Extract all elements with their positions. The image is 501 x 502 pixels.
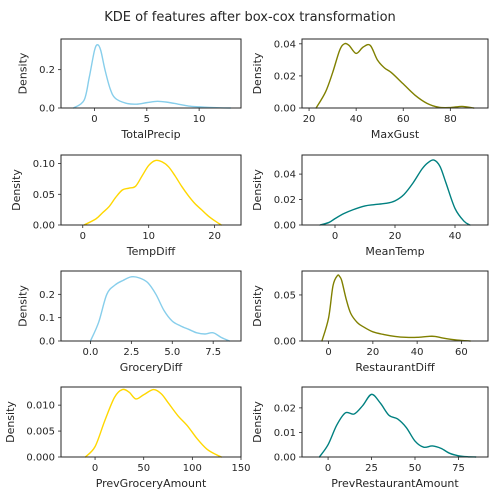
axes-frame <box>61 39 241 108</box>
x-tick-label: 40 <box>411 347 424 358</box>
x-tick-label: 5.0 <box>164 347 180 358</box>
y-tick-label: 0.00 <box>274 104 296 115</box>
y-axis-label: Density <box>251 169 264 211</box>
x-tick-label: 80 <box>444 114 457 125</box>
kde-curve <box>74 45 231 108</box>
x-tick-label: 50 <box>137 463 150 474</box>
y-tick-label: 0.00 <box>33 221 55 232</box>
y-tick-label: 0.00 <box>274 337 296 348</box>
subplot-1: 0 5 10 0.0 0.2 TotalPrecip Density <box>16 39 241 141</box>
x-axis-label: TempDiff <box>126 245 176 258</box>
y-axis-label: Density <box>251 401 264 443</box>
axes-frame <box>61 155 241 225</box>
x-tick-label: 20 <box>208 231 221 242</box>
y-axis-label: Density <box>10 169 23 211</box>
y-tick-label: 0.02 <box>274 403 296 414</box>
x-tick-label: 20 <box>303 114 316 125</box>
subplot-6: 0 20 40 60 0.00 0.05 RestaurantDiff Density <box>251 271 488 374</box>
axes-frame <box>302 155 488 225</box>
axes-frame <box>302 39 488 108</box>
y-tick-label: 0.00 <box>274 221 296 232</box>
x-tick-label: 0 <box>80 231 86 242</box>
subplot-5: 0.0 2.5 5.0 7.5 0.0 0.1 0.2 GroceryDiff Density <box>16 271 241 374</box>
y-tick-label: 0.010 <box>26 401 55 412</box>
y-tick-label: 0.04 <box>274 170 296 181</box>
y-tick-label: 0.01 <box>274 428 296 439</box>
axes-frame <box>61 271 241 341</box>
y-tick-label: 0.0 <box>39 337 55 348</box>
kde-curve <box>84 160 221 225</box>
y-tick-label: 0.02 <box>274 71 296 82</box>
subplot-7: 0 50 100 150 0.000 0.005 0.010 PrevGroceryAmoun… <box>4 387 251 490</box>
x-tick-label: 50 <box>409 463 422 474</box>
figure-title: KDE of features after box-cox transforma… <box>104 10 396 25</box>
x-tick-label: 60 <box>455 347 468 358</box>
subplot-4: 0 20 40 0.00 0.02 0.04 MeanTemp Density <box>251 155 488 258</box>
y-tick-label: 0.005 <box>26 427 55 438</box>
x-axis-label: MeanTemp <box>365 245 424 258</box>
x-tick-label: 75 <box>452 463 465 474</box>
y-tick-label: 0.04 <box>274 39 296 50</box>
x-tick-label: 20 <box>366 347 379 358</box>
x-tick-label: 5 <box>144 114 150 125</box>
x-axis-label: GroceryDiff <box>120 361 183 374</box>
x-tick-label: 0 <box>332 231 338 242</box>
kde-curve <box>319 394 475 457</box>
x-tick-label: 0.0 <box>83 347 99 358</box>
y-tick-label: 0.0 <box>39 104 55 115</box>
x-axis-label: MaxGust <box>371 128 420 141</box>
x-axis-label: TotalPrecip <box>120 128 180 141</box>
y-tick-label: 0.05 <box>274 290 296 301</box>
y-axis-label: Density <box>251 285 264 327</box>
x-tick-label: 60 <box>397 114 410 125</box>
subplot-3: 0 10 20 0.00 0.05 0.10 TempDiff Density <box>10 155 241 258</box>
axes-frame <box>302 387 488 457</box>
y-axis-label: Density <box>4 401 17 443</box>
y-tick-label: 0.10 <box>33 159 55 170</box>
subplot-8: 0 25 50 75 0.00 0.01 0.02 PrevRestaurantAmount D… <box>251 387 488 490</box>
kde-curve <box>316 43 474 108</box>
y-tick-label: 0.00 <box>274 453 296 464</box>
x-tick-label: 0 <box>92 463 98 474</box>
x-tick-label: 2.5 <box>123 347 139 358</box>
kde-curve <box>85 389 221 457</box>
y-tick-label: 0.2 <box>39 290 55 301</box>
x-tick-label: 150 <box>231 463 250 474</box>
axes-frame <box>61 387 241 457</box>
kde-curve <box>320 160 470 225</box>
kde-curve <box>90 277 229 341</box>
x-axis-label: PrevRestaurantAmount <box>331 477 459 490</box>
y-axis-label: Density <box>251 52 264 94</box>
x-tick-label: 10 <box>142 231 155 242</box>
x-axis-label: PrevGroceryAmount <box>96 477 207 490</box>
x-tick-label: 40 <box>350 114 363 125</box>
x-axis-label: RestaurantDiff <box>355 361 435 374</box>
x-tick-label: 10 <box>193 114 206 125</box>
x-tick-label: 100 <box>183 463 202 474</box>
x-tick-label: 0 <box>325 347 331 358</box>
y-axis-label: Density <box>16 52 29 94</box>
y-tick-label: 0.000 <box>26 453 55 464</box>
y-tick-label: 0.02 <box>274 195 296 206</box>
kde-curve <box>322 275 470 341</box>
y-axis-label: Density <box>16 285 29 327</box>
y-tick-label: 0.1 <box>39 313 55 324</box>
x-tick-label: 7.5 <box>205 347 221 358</box>
x-tick-label: 0 <box>91 114 97 125</box>
subplot-2: 20 40 60 80 0.00 0.02 0.04 MaxGust Density <box>251 39 488 141</box>
x-tick-label: 25 <box>365 463 378 474</box>
x-tick-label: 0 <box>325 463 331 474</box>
y-tick-label: 0.2 <box>39 65 55 76</box>
x-tick-label: 20 <box>389 231 402 242</box>
y-tick-label: 0.05 <box>33 190 55 201</box>
x-tick-label: 40 <box>449 231 462 242</box>
